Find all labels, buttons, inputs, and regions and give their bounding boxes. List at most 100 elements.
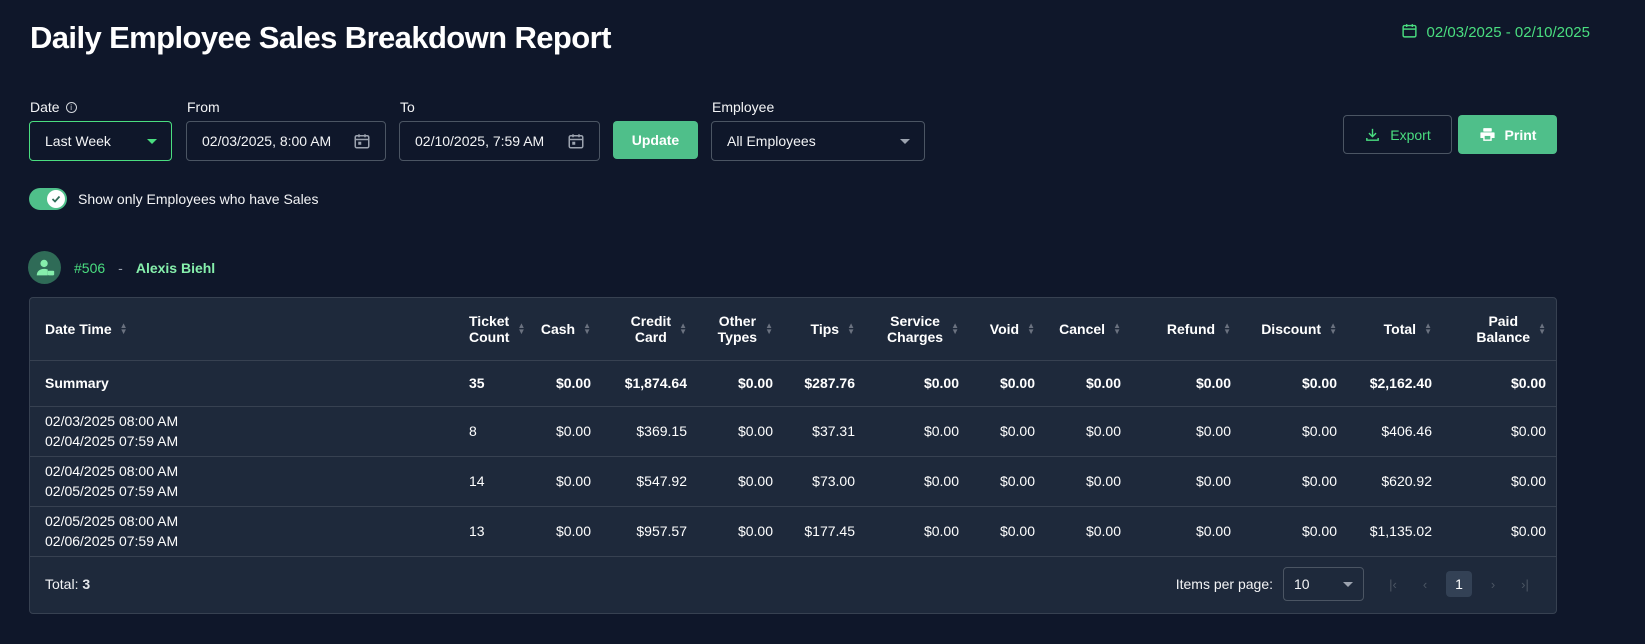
column-header-lines: Refund <box>1167 321 1215 337</box>
table-row: 02/04/2025 08:00 AM 02/05/2025 07:59 AM 14… <box>30 456 1556 507</box>
table-cell: $0.00 <box>1442 406 1556 457</box>
table-cell: $177.45 <box>783 506 865 557</box>
print-button[interactable]: Print <box>1458 115 1557 154</box>
column-header-label: Date Time ▲ ▼ <box>45 321 128 337</box>
table-cell: 14 <box>454 456 529 507</box>
next-page-icon[interactable]: › <box>1490 576 1496 592</box>
from-datetime-value: 02/03/2025, 8:00 AM <box>202 133 332 149</box>
column-header-text: Other <box>718 312 757 329</box>
column-header[interactable]: Credit Card ▲ ▼ <box>601 298 697 361</box>
table-cell: $0.00 <box>865 506 969 557</box>
column-header[interactable]: Refund ▲ ▼ <box>1131 298 1241 361</box>
date-time-end: 02/06/2025 07:59 AM <box>45 533 179 549</box>
column-header-label: Cash ▲ ▼ <box>541 321 591 337</box>
pagination: Items per page: 10 |‹ ‹ 1 › ›| <box>1176 567 1536 601</box>
chevron-down-icon <box>147 138 157 144</box>
table-cell: 13 <box>454 506 529 557</box>
first-page-icon[interactable]: |‹ <box>1389 576 1397 592</box>
column-header-label: Paid Balance ▲ ▼ <box>1476 313 1546 345</box>
table-cell: $0.00 <box>1241 456 1347 507</box>
sort-icon[interactable]: ▲ ▼ <box>1329 320 1337 336</box>
table-cell: $0.00 <box>1241 506 1347 557</box>
employee-select-value: All Employees <box>727 133 816 149</box>
table-cell: $2,162.40 <box>1347 360 1442 407</box>
sort-icon[interactable]: ▲ ▼ <box>847 320 855 336</box>
column-header[interactable]: Date Time ▲ ▼ <box>30 298 454 361</box>
update-button[interactable]: Update <box>613 121 698 159</box>
calendar-icon[interactable] <box>567 132 585 150</box>
table-cell: $0.00 <box>1131 506 1241 557</box>
export-button[interactable]: Export <box>1343 115 1452 154</box>
table-cell: 35 <box>454 360 529 407</box>
sort-icon[interactable]: ▲ ▼ <box>517 320 526 336</box>
sort-icon[interactable]: ▲ ▼ <box>679 320 687 336</box>
table-cell: 8 <box>454 406 529 457</box>
calendar-icon[interactable] <box>353 132 371 150</box>
date-time-start: 02/03/2025 08:00 AM <box>45 413 179 429</box>
items-per-page-select[interactable]: 10 <box>1283 567 1364 601</box>
from-datetime-input[interactable]: 02/03/2025, 8:00 AM <box>186 121 386 161</box>
to-datetime-input[interactable]: 02/10/2025, 7:59 AM <box>399 121 600 161</box>
current-page-button[interactable]: 1 <box>1446 571 1472 597</box>
from-label: From <box>187 99 220 115</box>
column-header[interactable]: Cash ▲ ▼ <box>529 298 601 361</box>
column-header[interactable]: Tips ▲ ▼ <box>783 298 865 361</box>
column-header-text: Cancel <box>1059 320 1106 337</box>
table-cell: $1,874.64 <box>601 360 697 407</box>
column-header-text: Paid <box>1488 312 1519 329</box>
table-cell: $0.00 <box>1045 406 1131 457</box>
column-header-lines: Date Time <box>45 321 112 337</box>
column-header-label: Other Types ▲ ▼ <box>718 313 773 345</box>
table-cell: $0.00 <box>1045 506 1131 557</box>
column-header-label: Discount ▲ ▼ <box>1261 321 1337 337</box>
column-header[interactable]: Void ▲ ▼ <box>969 298 1045 361</box>
sort-icon[interactable]: ▲ ▼ <box>119 320 128 336</box>
column-header[interactable]: Total ▲ ▼ <box>1347 298 1442 361</box>
column-header-text-line2: Card <box>634 328 667 345</box>
column-header-text: Cash <box>540 320 576 337</box>
user-badge-icon <box>28 251 61 284</box>
table-footer: Total: 3 Items per page: 10 |‹ ‹ 1 › ›| <box>30 555 1556 613</box>
table-cell: $0.00 <box>1131 360 1241 407</box>
info-icon[interactable]: i <box>65 101 77 113</box>
print-label: Print <box>1504 126 1537 143</box>
table-cell: $0.00 <box>1442 506 1556 557</box>
column-header[interactable]: Ticket Count ▲ ▼ <box>454 298 529 361</box>
date-label: Date i <box>30 99 77 115</box>
column-header[interactable]: Other Types ▲ ▼ <box>697 298 783 361</box>
column-header-lines: Other Types <box>718 313 757 345</box>
sort-icon[interactable]: ▲ ▼ <box>1113 320 1121 336</box>
date-preset-select[interactable]: Last Week <box>29 121 172 161</box>
sort-icon[interactable]: ▲ ▼ <box>951 320 959 336</box>
sales-only-toggle[interactable] <box>29 188 67 210</box>
column-header[interactable]: Cancel ▲ ▼ <box>1045 298 1131 361</box>
table-cell: $0.00 <box>529 456 601 507</box>
sort-icon[interactable]: ▲ ▼ <box>1027 320 1035 336</box>
prev-page-icon[interactable]: ‹ <box>1422 576 1428 592</box>
export-label: Export <box>1390 126 1431 143</box>
date-range-text: 02/03/2025 - 02/10/2025 <box>1426 24 1590 41</box>
employee-label: Employee <box>712 99 775 115</box>
table-cell: $0.00 <box>865 456 969 507</box>
employee-select[interactable]: All Employees <box>711 121 925 161</box>
sales-table: Date Time ▲ ▼ Ticket Count ▲ ▼ Cash ▲ ▼ Credit Card… <box>30 298 1556 557</box>
column-header[interactable]: Discount ▲ ▼ <box>1241 298 1347 361</box>
to-label: To <box>400 99 415 115</box>
table-cell: $0.00 <box>1241 360 1347 407</box>
column-header-lines: Credit Card <box>631 313 671 345</box>
sort-icon[interactable]: ▲ ▼ <box>1538 320 1546 336</box>
table-cell: $0.00 <box>1442 456 1556 507</box>
sort-icon[interactable]: ▲ ▼ <box>765 320 773 336</box>
employee-name: Alexis Biehl <box>135 259 216 276</box>
sales-only-toggle-label: Show only Employees who have Sales <box>78 191 319 207</box>
sort-icon[interactable]: ▲ ▼ <box>1223 320 1231 336</box>
sort-icon[interactable]: ▲ ▼ <box>1424 320 1432 336</box>
column-header-lines: Service Charges <box>887 313 943 345</box>
column-header[interactable]: Service Charges ▲ ▼ <box>865 298 969 361</box>
column-header[interactable]: Paid Balance ▲ ▼ <box>1442 298 1556 361</box>
last-page-icon[interactable]: ›| <box>1521 576 1529 592</box>
column-header-text: Refund <box>1166 320 1216 337</box>
sort-icon[interactable]: ▲ ▼ <box>583 320 591 336</box>
column-header-label: Void ▲ ▼ <box>990 321 1035 337</box>
column-header-label: Cancel ▲ ▼ <box>1059 321 1121 337</box>
